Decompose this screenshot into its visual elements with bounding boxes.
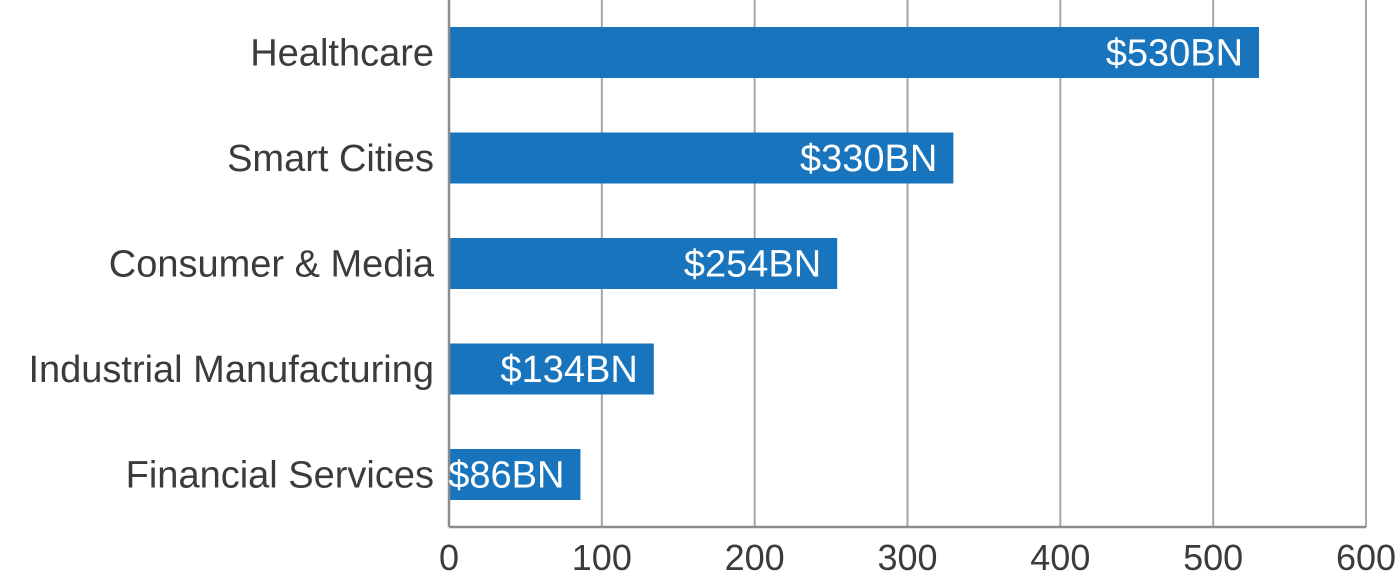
category-label: Financial Services — [126, 455, 434, 497]
labels: 0 100 200 300 400 500 600 Healthcare $530BN Smart… — [28, 33, 1396, 579]
bar — [449, 238, 838, 289]
bar — [449, 449, 581, 500]
category-label: Smart Cities — [227, 138, 434, 180]
x-tick-label: 400 — [1030, 537, 1090, 578]
x-tick-label: 200 — [725, 537, 785, 578]
x-tick-label: 300 — [877, 537, 937, 578]
data-label: $134BN — [500, 349, 637, 391]
data-label: $330BN — [800, 138, 937, 180]
x-tick-label: 100 — [572, 537, 632, 578]
x-tick-label: 0 — [439, 537, 459, 578]
bar — [449, 132, 954, 184]
data-label: $254BN — [684, 244, 821, 286]
grid-lines — [600, 0, 1367, 527]
x-tick-label: 600 — [1336, 537, 1396, 578]
bar — [449, 343, 654, 395]
x-tick-label: 500 — [1183, 537, 1243, 578]
axes — [447, 0, 1366, 529]
category-label: Industrial Manufacturing — [28, 349, 434, 391]
bars — [449, 27, 1260, 500]
category-label: Healthcare — [250, 33, 434, 75]
data-label: $86BN — [448, 455, 564, 497]
category-label: Consumer & Media — [109, 244, 435, 286]
data-label: $530BN — [1106, 33, 1243, 75]
bar — [449, 27, 1260, 78]
